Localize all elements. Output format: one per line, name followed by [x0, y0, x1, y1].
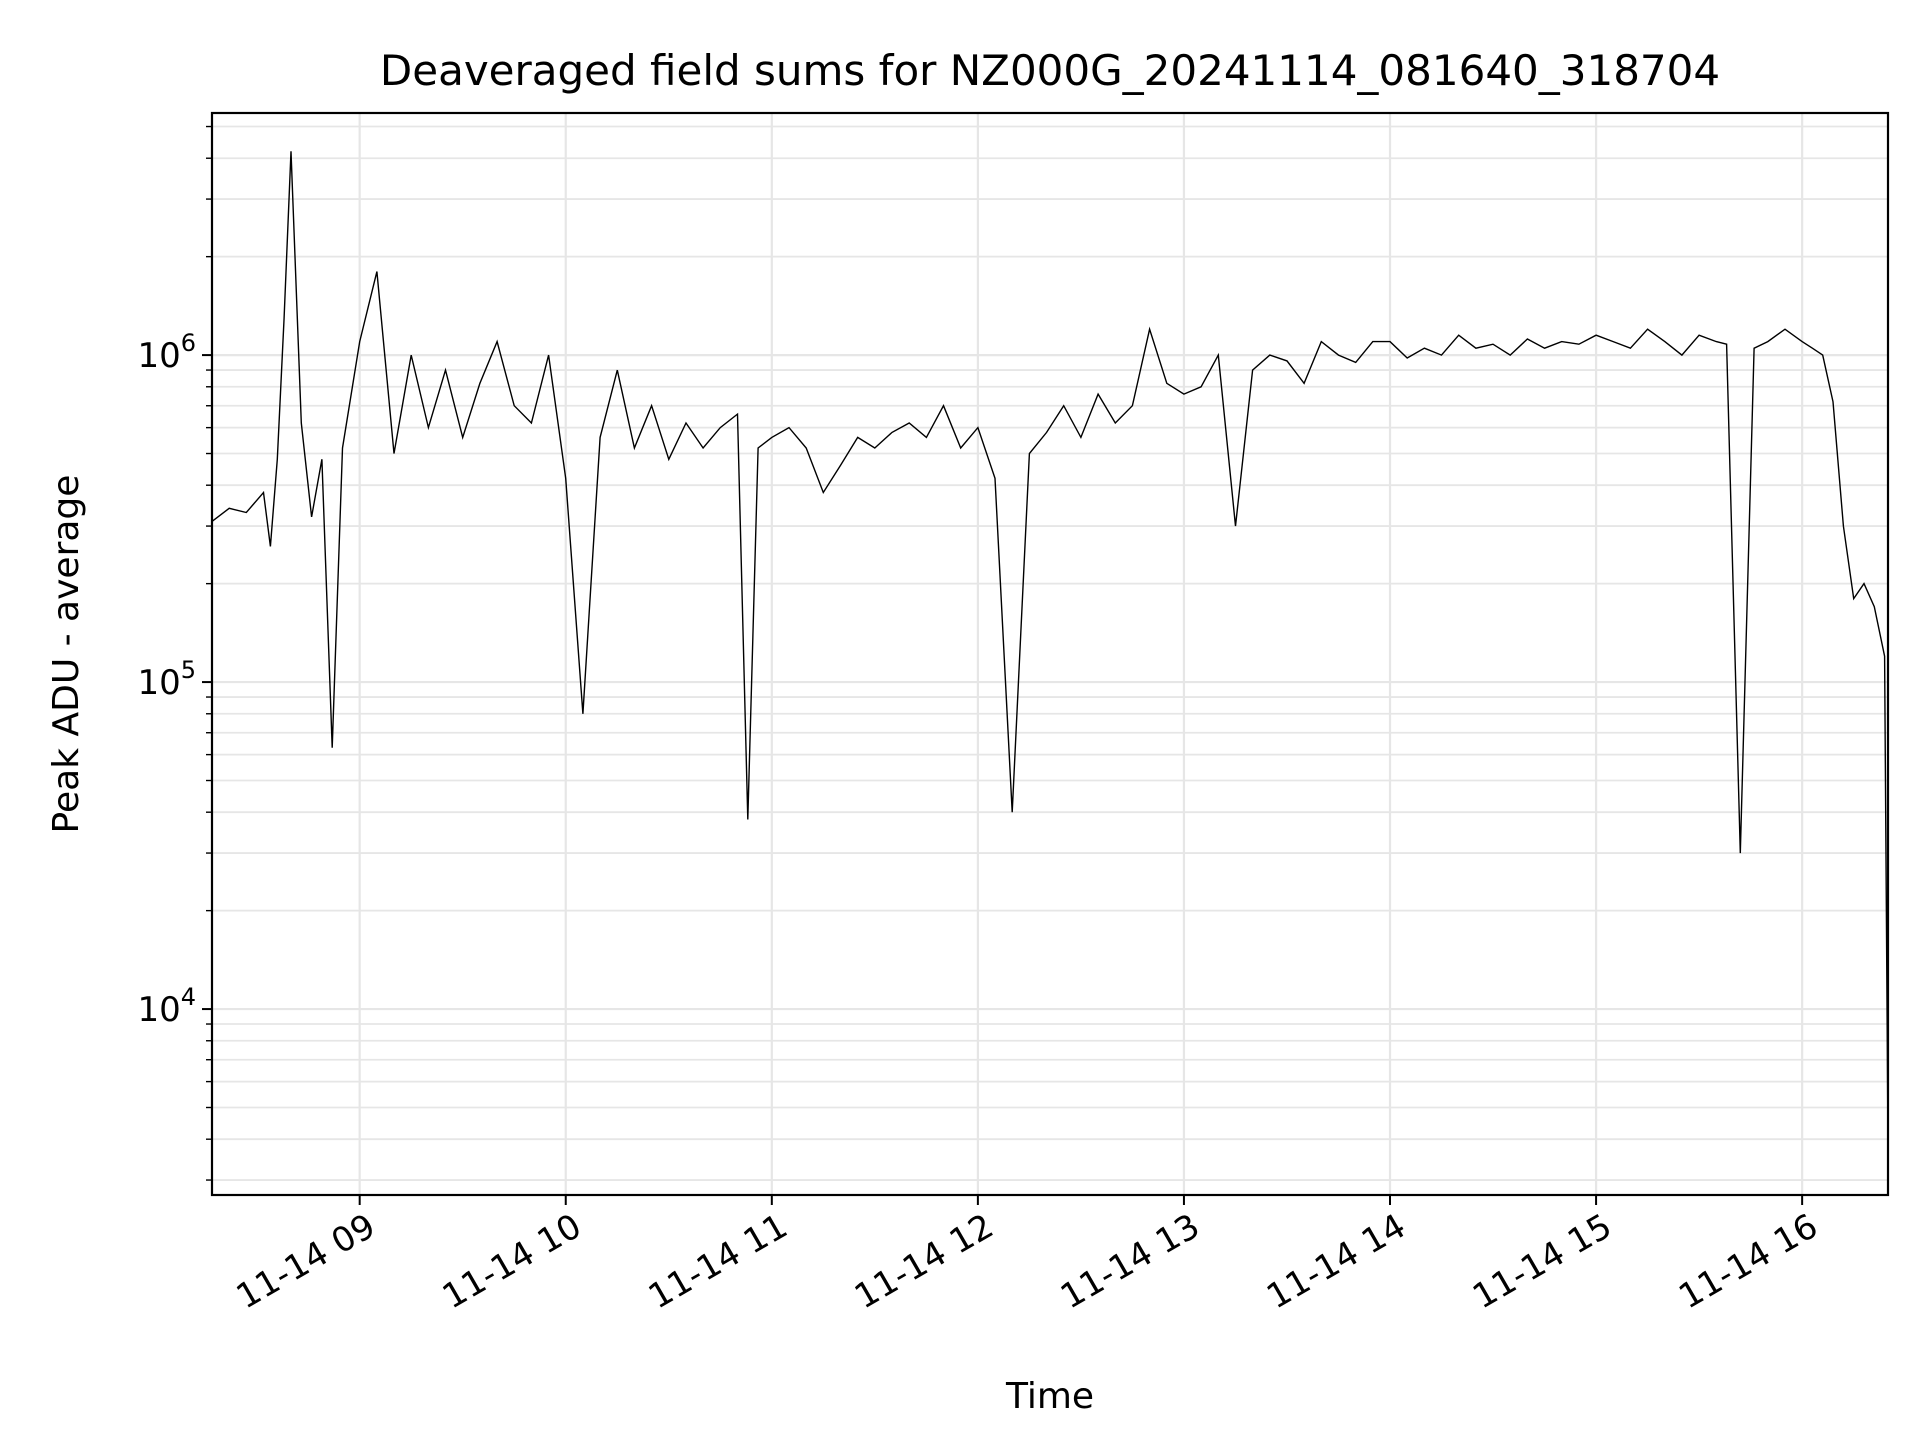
plot-frame	[210, 111, 1890, 1197]
y-tick-label: 106	[137, 329, 196, 376]
y-tick-label: 104	[137, 983, 196, 1030]
y-tick-label: 105	[137, 656, 196, 703]
series-layer	[211, 151, 1889, 1147]
series-line	[211, 151, 1889, 1147]
chart-title: Deaveraged field sums for NZ000G_2024111…	[380, 46, 1720, 95]
x-axis-label: Time	[1005, 1376, 1094, 1417]
y-axis-label: Peak ADU - average	[46, 475, 87, 834]
